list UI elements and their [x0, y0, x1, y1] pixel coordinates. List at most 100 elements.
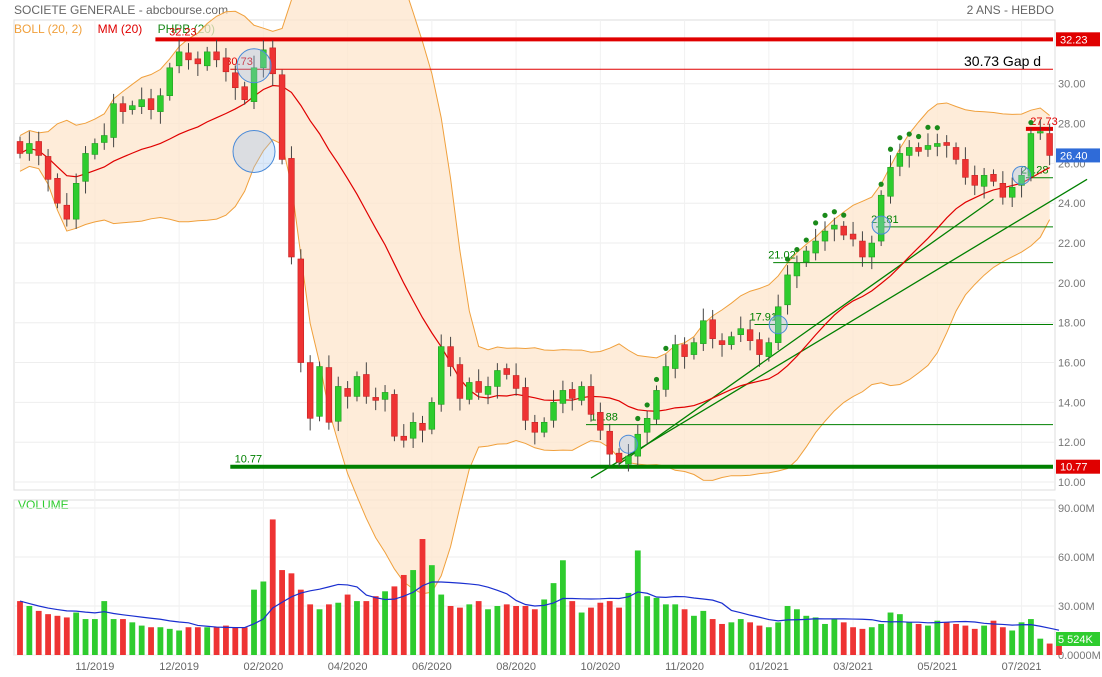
volume-bar — [662, 604, 669, 655]
highlight-circle — [618, 434, 638, 454]
volume-bar — [803, 615, 810, 655]
candle-body — [924, 145, 932, 150]
price-tick-label: 28.00 — [1058, 119, 1086, 131]
volume-bar — [251, 589, 257, 655]
last-price-label: 26.40 — [1060, 150, 1088, 162]
volume-bar — [288, 573, 295, 655]
volume-bar — [438, 594, 445, 655]
new-high-dot — [635, 415, 641, 422]
volume-bar — [588, 607, 594, 655]
volume-bar — [457, 607, 463, 655]
price-tick-label: 24.00 — [1058, 198, 1086, 210]
volume-bar — [129, 622, 136, 655]
volume-bar — [934, 620, 941, 655]
volume-bar — [241, 627, 248, 655]
candle-body — [887, 167, 894, 197]
candle-body — [129, 105, 136, 110]
volume-bar — [344, 594, 351, 655]
trendline-1 — [590, 178, 1088, 479]
volume-bar — [747, 622, 754, 655]
time-tick-label: 10/2020 — [580, 661, 620, 673]
volume-bar — [943, 622, 950, 655]
volume-bar — [419, 539, 426, 655]
bollinger-upper-line — [19, 0, 1050, 359]
level-label-21.02: 21.02 — [768, 250, 796, 262]
volume-bar — [625, 592, 632, 655]
volume-bar — [522, 606, 529, 655]
candle-body — [335, 386, 342, 422]
candle-body — [232, 72, 239, 89]
level-label-32.23: 32.23 — [169, 26, 197, 38]
volume-bar — [569, 601, 576, 655]
candle-body — [980, 175, 988, 187]
legend-boll[interactable]: BOLL (20, 2) — [14, 22, 83, 36]
volume-bar — [887, 612, 894, 655]
volume-bar — [269, 519, 276, 655]
volume-bar — [316, 609, 323, 655]
volume-bar — [325, 604, 332, 655]
volume-average-line — [19, 581, 1060, 631]
candle-body — [353, 376, 361, 397]
volume-bar — [597, 602, 604, 655]
volume-bar — [531, 609, 538, 655]
candle-body — [288, 158, 295, 258]
candle-body — [522, 387, 529, 421]
volume-bar — [213, 627, 220, 655]
time-tick-label: 01/2021 — [749, 661, 789, 673]
candle-body — [578, 386, 585, 401]
candle-body — [868, 242, 875, 258]
candle-body — [915, 147, 922, 152]
candle-body — [372, 397, 379, 401]
candle-body — [175, 51, 183, 67]
volume-bar — [400, 574, 407, 655]
volume-bar — [850, 627, 856, 655]
legend-mm[interactable]: MM (20) — [97, 22, 143, 36]
last-price-box — [1056, 148, 1100, 163]
volume-bar — [765, 627, 772, 655]
candle-body — [512, 375, 520, 389]
volume-bar — [279, 570, 285, 655]
candle-body — [821, 230, 829, 242]
candle-body — [185, 52, 192, 61]
candle-body — [746, 329, 754, 341]
candle-body — [943, 142, 950, 146]
volume-bar — [859, 628, 866, 655]
volume-bar — [653, 597, 660, 655]
new-high-dot — [887, 146, 894, 152]
candle-body — [550, 402, 557, 421]
candle-body — [456, 364, 464, 399]
volume-bar — [91, 619, 98, 655]
candle-body — [138, 99, 145, 107]
candle-body — [466, 382, 473, 400]
candle-body — [344, 388, 351, 397]
volume-bar — [868, 627, 875, 655]
volume-bar — [363, 601, 370, 655]
volume-bar — [737, 619, 744, 655]
candle-body — [728, 336, 735, 345]
candle-body — [999, 183, 1007, 198]
candle-body — [765, 342, 773, 357]
new-high-dot — [803, 237, 809, 243]
volume-bar — [485, 609, 491, 655]
candle-body — [26, 143, 33, 154]
time-tick-label: 02/2020 — [243, 661, 283, 673]
volume-bar — [157, 627, 164, 655]
candle-body — [91, 143, 99, 155]
candle-body — [400, 435, 407, 441]
candle-body — [325, 367, 333, 423]
volume-bar — [410, 570, 417, 655]
volume-bar — [232, 627, 239, 655]
candle-body — [737, 328, 744, 335]
volume-bar — [45, 614, 51, 655]
volume-bar — [101, 601, 108, 655]
candle-body — [906, 147, 913, 156]
period-label[interactable]: 2 ANS - HEBDO — [966, 3, 1054, 17]
time-tick-label: 04/2020 — [328, 661, 368, 673]
candle-body — [54, 178, 61, 204]
candle-body — [409, 421, 417, 439]
candle-body — [606, 430, 613, 455]
candle-body — [194, 58, 202, 65]
volume-bar — [906, 622, 913, 655]
volume-bar — [372, 596, 379, 655]
